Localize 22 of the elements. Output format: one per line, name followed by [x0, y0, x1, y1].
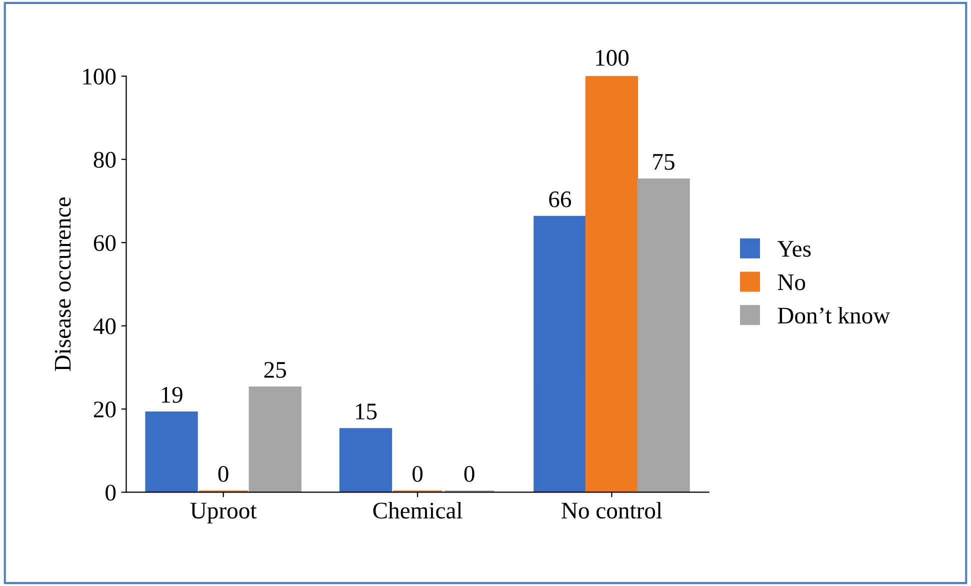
y-tick-label: 0 — [106, 484, 116, 501]
data-label: 15 — [356, 404, 377, 420]
x-tick-label: Chemical — [373, 502, 462, 519]
y-tick-label: 20 — [94, 402, 116, 418]
data-label: 75 — [653, 154, 674, 170]
x-tick-label: No control — [562, 502, 662, 519]
data-label: 0 — [464, 466, 474, 482]
y-tick-label: 100 — [83, 68, 116, 85]
data-label: 0 — [218, 466, 228, 482]
legend-label: Don’t know — [778, 306, 890, 324]
y-tick-label: 80 — [94, 152, 116, 168]
data-label: 66 — [549, 191, 572, 208]
legend-label: Yes — [777, 241, 811, 257]
legend-label: No — [778, 274, 806, 290]
y-tick-label: 40 — [93, 318, 116, 334]
data-label: 100 — [596, 50, 629, 66]
y-tick-label: 60 — [94, 235, 116, 252]
x-tick-label: Uproot — [190, 502, 257, 524]
data-label: 25 — [264, 362, 286, 378]
data-label: 0 — [412, 466, 423, 482]
data-label: 19 — [162, 386, 182, 403]
y-axis-title: Disease occurence — [54, 198, 71, 372]
